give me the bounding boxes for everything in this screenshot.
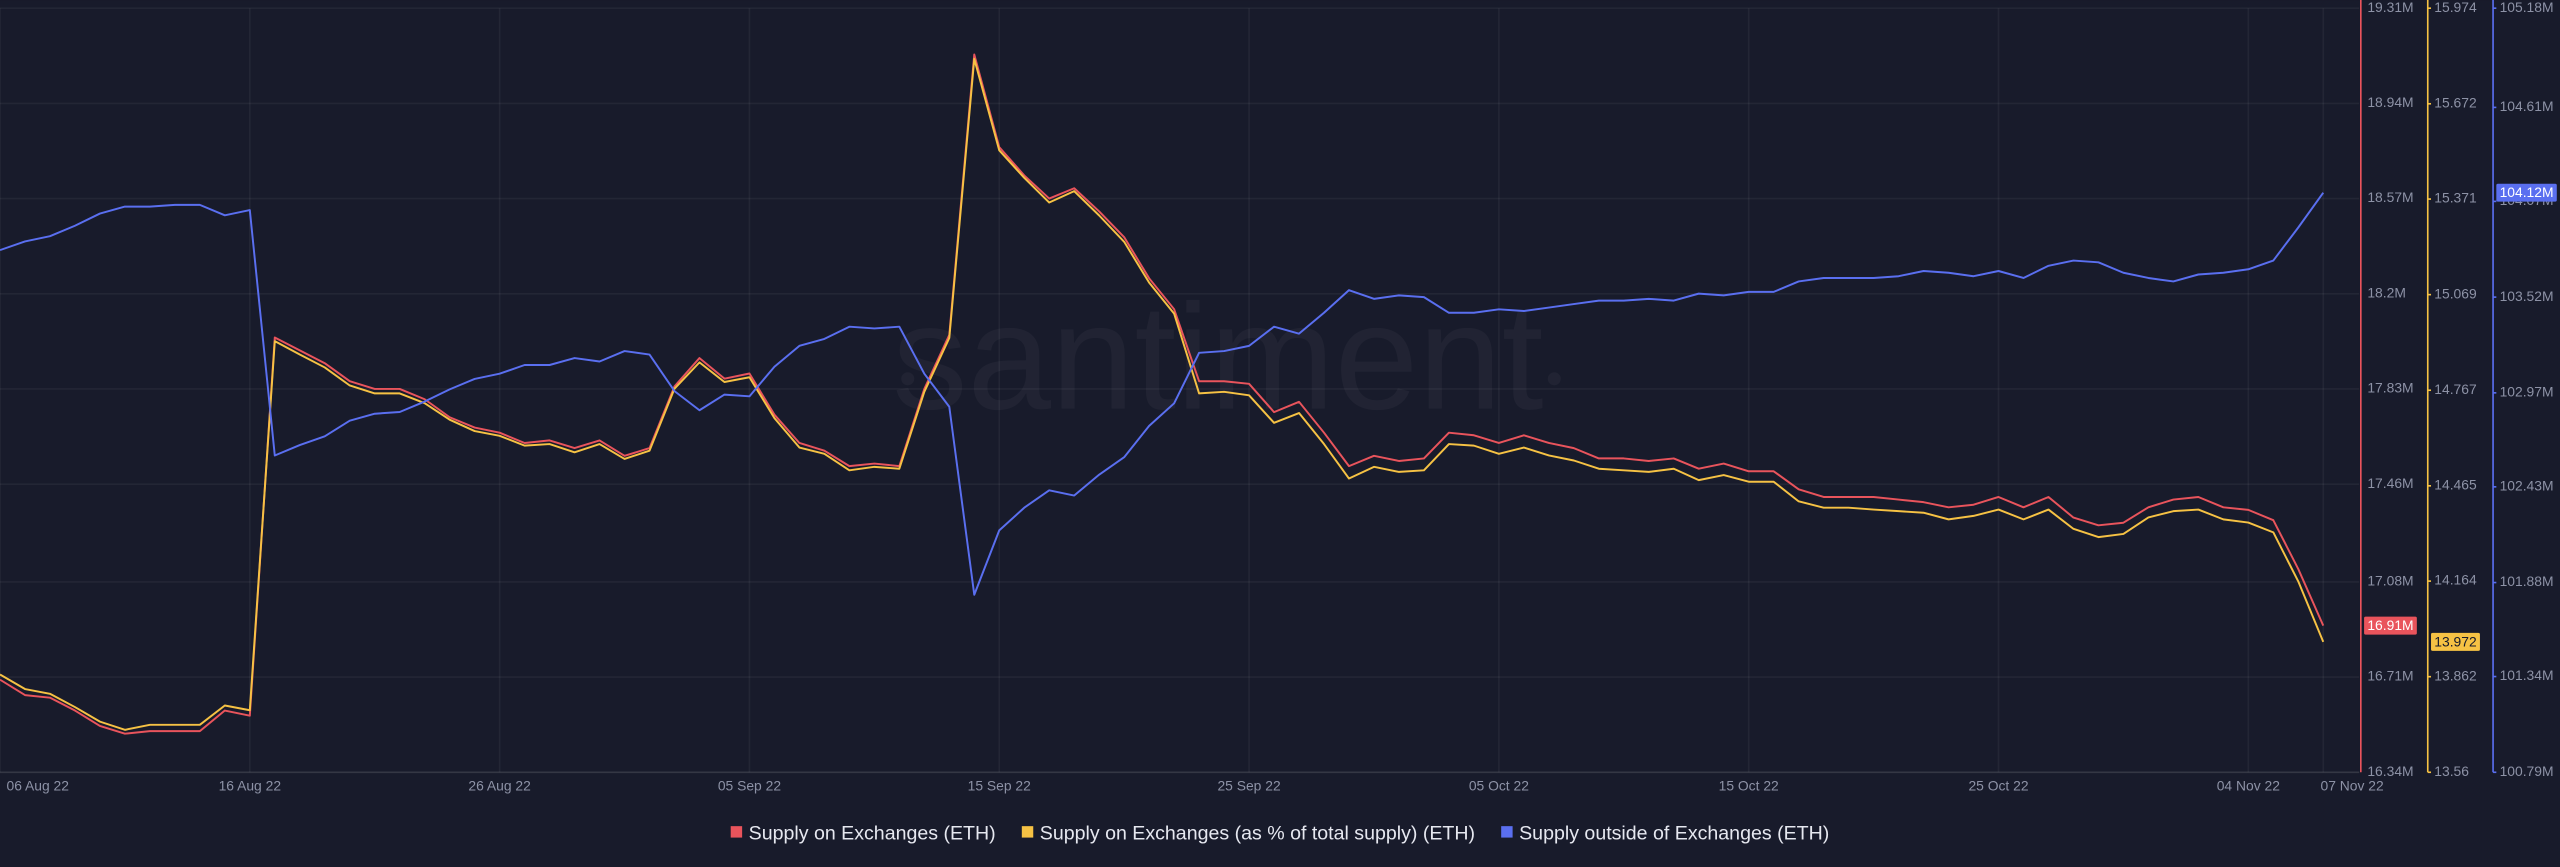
y-tick-label: 14.767 <box>2434 381 2477 397</box>
value-badge <box>2496 183 2557 202</box>
y-tick-label: 14.164 <box>2434 572 2477 588</box>
y-tick-label: 19.31M <box>2367 0 2413 15</box>
y-tick-label: 18.57M <box>2367 189 2413 205</box>
watermark-dot <box>1547 372 1561 386</box>
legend: Supply on Exchanges (ETH) Supply on Excha… <box>730 822 1829 844</box>
legend-swatch <box>1501 826 1513 838</box>
x-tick-label: 04 Nov 22 <box>2217 778 2280 794</box>
x-tick-label: 07 Nov 22 <box>2320 778 2383 794</box>
watermark: santiment <box>892 273 1561 441</box>
y-tick-label: 15.672 <box>2434 94 2477 110</box>
series-line <box>0 57 2325 731</box>
legend-label: Supply on Exchanges (as % of total suppl… <box>1040 822 1475 844</box>
y-tick-label: 15.371 <box>2434 190 2477 206</box>
watermark-text: santiment <box>892 273 1543 441</box>
x-tick-label: 05 Sep 22 <box>718 778 781 794</box>
y-tick-label: 13.56 <box>2434 763 2469 779</box>
series-line <box>0 192 2325 596</box>
y-tick-label: 18.94M <box>2367 94 2413 110</box>
y-tick-label: 101.88M <box>2500 573 2554 589</box>
y-tick-label: 15.069 <box>2434 285 2477 301</box>
y-tick-label: 17.46M <box>2367 475 2413 491</box>
y-tick-label: 13.862 <box>2434 667 2477 683</box>
x-tick-label: 25 Sep 22 <box>1217 778 1280 794</box>
x-tick-label: 15 Oct 22 <box>1719 778 1779 794</box>
y-tick-label: 18.2M <box>2367 284 2406 300</box>
lines <box>0 53 2325 735</box>
legend-label: Supply outside of Exchanges (ETH) <box>1519 822 1829 844</box>
legend-swatch <box>730 826 743 838</box>
y-tick-label: 16.34M <box>2367 763 2413 779</box>
y-tick-label: 101.34M <box>2500 667 2554 683</box>
y-tick-label: 17.08M <box>2367 573 2413 589</box>
value-label: 16.91M <box>2367 617 2413 633</box>
y-tick-label: 100.79M <box>2500 763 2554 779</box>
value-label: 104.12M <box>2500 184 2554 200</box>
axes: 06 Aug 22 16 Aug 22 26 Aug 22 05 Sep 22 15 S… <box>0 0 2557 794</box>
series-line <box>0 53 2325 735</box>
y-tick-label: 102.97M <box>2500 384 2554 400</box>
x-tick-label: 25 Oct 22 <box>1968 778 2028 794</box>
legend-label: Supply on Exchanges (ETH) <box>749 822 996 844</box>
x-tick-label: 06 Aug 22 <box>7 778 70 794</box>
y-tick-label: 103.52M <box>2500 288 2554 304</box>
y-tick-label: 104.61M <box>2500 98 2554 114</box>
watermark-dot <box>901 372 915 386</box>
y-tick-label: 16.71M <box>2367 668 2413 684</box>
x-tick-label: 15 Sep 22 <box>968 778 1031 794</box>
legend-swatch <box>1021 826 1034 838</box>
value-badge <box>2431 632 2480 651</box>
y-tick-label: 102.43M <box>2500 477 2554 493</box>
y-tick-label: 17.83M <box>2367 380 2413 396</box>
value-badge <box>2364 616 2417 635</box>
y-tick-label: 15.974 <box>2434 0 2477 15</box>
x-tick-label: 16 Aug 22 <box>219 778 282 794</box>
value-label: 13.972 <box>2434 633 2477 649</box>
y-tick-label: 14.465 <box>2434 476 2477 492</box>
grid <box>0 7 2360 774</box>
y-tick-label: 105.18M <box>2500 0 2554 15</box>
x-tick-label: 26 Aug 22 <box>468 778 531 794</box>
x-tick-label: 05 Oct 22 <box>1469 778 1529 794</box>
